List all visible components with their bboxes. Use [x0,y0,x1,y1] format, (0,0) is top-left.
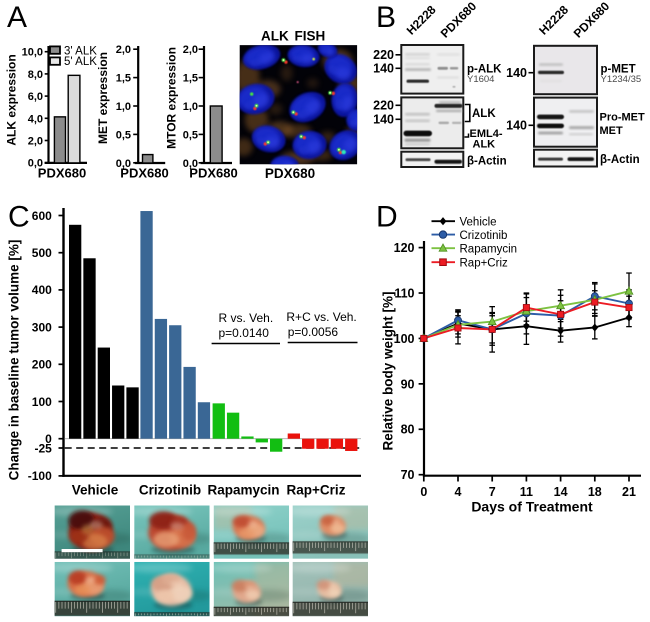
svg-text:0,0: 0,0 [28,158,43,170]
svg-text:500: 500 [32,246,52,260]
svg-text:2,0: 2,0 [28,136,43,148]
svg-text:β-Actin: β-Actin [467,155,507,167]
svg-text:2,0: 2,0 [116,44,131,56]
svg-text:0,0: 0,0 [183,158,198,170]
svg-text:10,0: 10,0 [22,47,43,59]
svg-text:PDX680: PDX680 [38,166,86,181]
svg-text:PDX680: PDX680 [120,166,168,181]
svg-text:11: 11 [520,485,533,499]
svg-text:0: 0 [45,432,52,446]
svg-text:ALK: ALK [261,29,289,44]
svg-text:β-Actin: β-Actin [600,154,640,166]
svg-text:4: 4 [455,485,462,499]
svg-text:3' ALK: 3' ALK [64,45,97,57]
svg-text:Relative body weight [%]: Relative body weight [%] [381,291,396,450]
svg-text:0: 0 [420,485,427,499]
svg-text:-100: -100 [28,469,52,483]
svg-text:80: 80 [401,423,415,437]
svg-text:5' ALK: 5' ALK [64,56,97,68]
svg-text:Rap+Criz: Rap+Criz [460,257,509,269]
svg-text:4,0: 4,0 [28,113,43,125]
svg-text:220: 220 [373,48,394,62]
svg-text:200: 200 [32,358,52,372]
svg-text:Pro-MET: Pro-MET [600,112,646,124]
svg-text:MET expression: MET expression [96,52,110,144]
svg-text:70: 70 [401,468,415,482]
svg-text:400: 400 [32,283,52,297]
svg-text:0,0: 0,0 [116,158,131,170]
svg-text:Y1604: Y1604 [467,74,494,85]
svg-text:PDX680: PDX680 [265,166,315,181]
svg-text:220: 220 [373,99,394,113]
svg-text:Crizotinib: Crizotinib [139,483,201,498]
svg-text:1,0: 1,0 [116,101,131,113]
svg-text:110: 110 [394,286,414,300]
svg-text:Change in baseline tumor volum: Change in baseline tumor volume [%] [7,240,22,481]
svg-text:Rap+Criz: Rap+Criz [287,483,346,498]
svg-text:14: 14 [554,485,568,499]
svg-text:ALK: ALK [472,108,496,120]
svg-text:p-ALK: p-ALK [467,64,502,76]
svg-text:90: 90 [401,377,415,391]
svg-text:7: 7 [489,485,496,499]
svg-text:6,0: 6,0 [28,91,43,103]
svg-text:21: 21 [622,485,636,499]
svg-text:p=0.0056: p=0.0056 [288,325,339,339]
svg-text:0,5: 0,5 [183,129,198,141]
svg-text:140: 140 [373,113,394,127]
svg-text:Vehicle: Vehicle [72,483,119,498]
svg-text:ALK: ALK [473,139,496,151]
svg-text:Rapamycin: Rapamycin [207,483,279,498]
svg-text:C: C [8,201,30,234]
svg-text:100: 100 [394,332,415,346]
svg-text:Vehicle: Vehicle [460,216,497,228]
svg-text:R vs. Veh.: R vs. Veh. [219,311,274,325]
svg-text:1,0: 1,0 [183,101,198,113]
svg-text:A: A [7,1,27,34]
svg-text:120: 120 [394,241,415,255]
svg-text:PDX680: PDX680 [189,166,237,181]
svg-text:EML4-: EML4- [470,128,503,140]
svg-text:MET: MET [600,125,624,137]
svg-text:Days of Treatment: Days of Treatment [471,499,593,515]
svg-text:MTOR expression: MTOR expression [165,47,179,149]
svg-text:600: 600 [32,209,52,223]
svg-text:-25: -25 [34,441,52,455]
svg-text:p=0.0140: p=0.0140 [219,326,270,340]
svg-text:18: 18 [588,485,602,499]
svg-text:0,5: 0,5 [116,129,131,141]
svg-text:FISH: FISH [295,29,326,44]
svg-text:140: 140 [373,62,394,76]
svg-text:R+C vs. Veh.: R+C vs. Veh. [286,310,356,324]
svg-text:Crizotinib: Crizotinib [460,230,508,242]
svg-text:140: 140 [506,66,527,80]
svg-text:p-MET: p-MET [601,64,636,76]
svg-text:100: 100 [32,395,52,409]
svg-text:B: B [376,1,396,34]
svg-text:1,5: 1,5 [183,73,198,85]
svg-text:Rapamycin: Rapamycin [460,243,518,255]
svg-text:D: D [376,201,398,234]
svg-text:Y1234/35: Y1234/35 [601,74,642,85]
svg-text:300: 300 [32,320,52,334]
svg-text:140: 140 [506,119,527,133]
svg-text:8,0: 8,0 [28,69,43,81]
svg-text:1,5: 1,5 [116,73,131,85]
svg-text:ALK expression: ALK expression [5,54,19,145]
svg-text:2,0: 2,0 [183,44,198,56]
